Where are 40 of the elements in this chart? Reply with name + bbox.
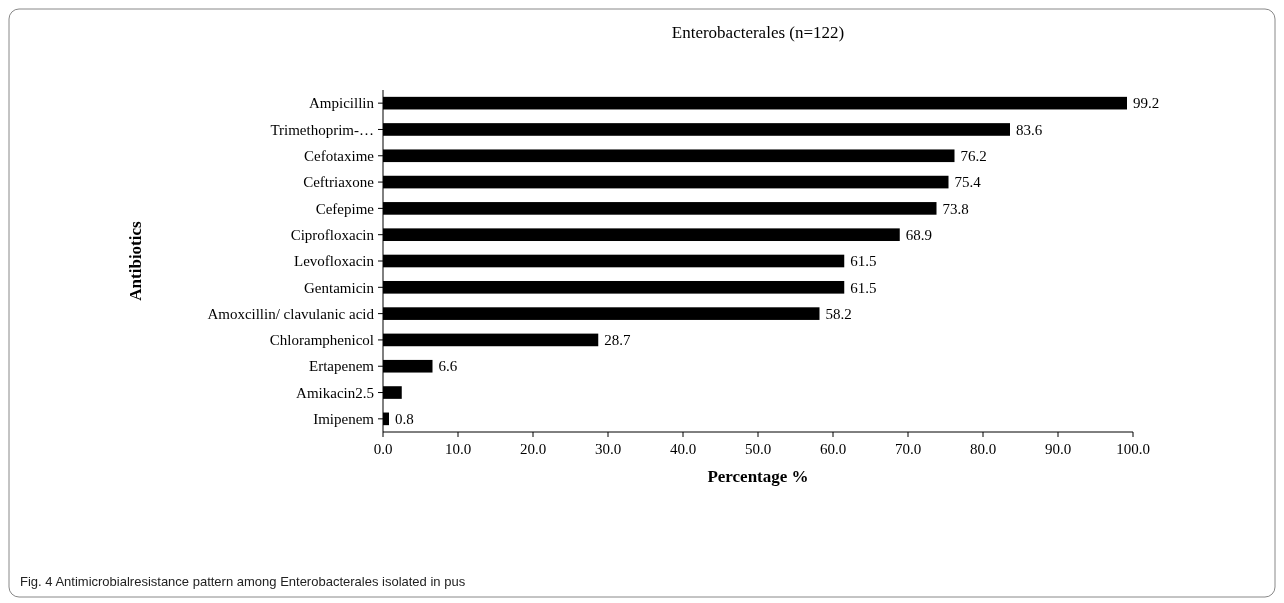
- y-tick-label: Amikacin2.5: [296, 384, 374, 401]
- data-label: 76.2: [960, 148, 987, 165]
- y-axis-title: Antibiotics: [126, 220, 145, 301]
- x-tick-label: 100.0: [1116, 441, 1150, 457]
- x-tick-label: 30.0: [594, 441, 622, 457]
- x-tick-label: 20.0: [519, 441, 547, 457]
- y-tick-label: Ertapenem: [309, 358, 375, 375]
- data-label: 99.2: [1133, 95, 1160, 112]
- data-label: 61.5: [850, 279, 877, 296]
- y-tick-label: Cefotaxime: [304, 148, 375, 165]
- data-label: 0.8: [395, 411, 414, 428]
- data-label: 58.2: [825, 305, 852, 322]
- y-tick-label: Amoxcillin/ clavulanic acid: [207, 305, 375, 322]
- data-label: 68.9: [905, 226, 932, 243]
- x-axis-title: Percentage %: [707, 467, 809, 486]
- y-tick-label: Imipenem: [313, 411, 375, 428]
- x-tick-label: 70.0: [894, 441, 922, 457]
- y-tick-label: Gentamicin: [304, 279, 375, 296]
- y-tick-label: Trimethoprim-…: [270, 121, 374, 138]
- data-label: 75.4: [954, 174, 982, 191]
- y-tick-label: Chloramphenicol: [269, 332, 374, 349]
- x-tick-label: 0.0: [373, 441, 393, 457]
- data-label: 83.6: [1016, 121, 1043, 138]
- x-tick-label: 40.0: [669, 441, 697, 457]
- y-tick-label: Levofloxacin: [294, 253, 375, 270]
- data-label: 28.7: [604, 332, 631, 349]
- caption: Fig. 4 Antimicrobialresistance pattern among Enterobacterales isolated in pus: [20, 574, 466, 589]
- x-tick-label: 90.0: [1044, 441, 1072, 457]
- x-tick-label: 60.0: [819, 441, 847, 457]
- x-tick-label: 50.0: [744, 441, 772, 457]
- y-tick-label: Ampicillin: [309, 95, 375, 112]
- chart-title: Enterobacterales (n=122): [671, 23, 845, 42]
- data-label: 6.6: [438, 358, 458, 375]
- x-tick-label: 10.0: [444, 441, 472, 457]
- data-label: 73.8: [942, 200, 969, 217]
- data-label: 61.5: [850, 253, 877, 270]
- y-tick-label: Ceftriaxone: [303, 174, 375, 191]
- x-tick-label: 80.0: [969, 441, 997, 457]
- y-tick-label: Ciprofloxacin: [290, 226, 375, 243]
- y-tick-label: Cefepime: [315, 200, 375, 217]
